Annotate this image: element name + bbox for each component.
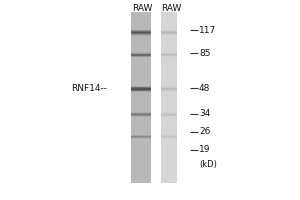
Bar: [161, 86, 178, 87]
Bar: [131, 135, 151, 136]
Bar: [131, 30, 151, 31]
Text: 48: 48: [199, 84, 210, 93]
Bar: [131, 35, 151, 36]
Bar: [161, 54, 178, 55]
Text: 19: 19: [199, 145, 211, 154]
Bar: [161, 135, 178, 136]
Bar: [161, 116, 178, 117]
Bar: [131, 87, 151, 88]
Text: 26: 26: [199, 127, 210, 136]
Bar: [131, 116, 151, 117]
Bar: [131, 55, 151, 56]
Text: RAW: RAW: [161, 4, 182, 13]
Bar: [161, 32, 178, 33]
Bar: [161, 89, 178, 90]
Bar: [161, 91, 178, 92]
Bar: [161, 88, 178, 89]
Bar: [131, 88, 151, 89]
Bar: [161, 87, 178, 88]
Bar: [161, 136, 178, 137]
Bar: [161, 90, 178, 91]
Bar: [131, 89, 151, 90]
Bar: [161, 112, 178, 113]
Bar: [131, 91, 151, 92]
Bar: [131, 54, 151, 55]
Bar: [131, 136, 151, 137]
Text: 85: 85: [199, 49, 211, 58]
Bar: [131, 32, 151, 33]
Bar: [131, 56, 151, 57]
Bar: [161, 55, 178, 56]
Bar: [131, 90, 151, 91]
Bar: [131, 53, 151, 54]
Bar: [161, 114, 178, 115]
Bar: [161, 56, 178, 57]
Bar: [131, 137, 151, 138]
Bar: [131, 33, 151, 34]
Bar: [161, 34, 178, 35]
Bar: [131, 52, 151, 53]
Bar: [161, 138, 178, 139]
Text: RAW: RAW: [132, 4, 153, 13]
Bar: [131, 86, 151, 87]
Bar: [131, 34, 151, 35]
Bar: [161, 12, 178, 183]
Bar: [131, 114, 151, 115]
Bar: [131, 113, 151, 114]
Bar: [131, 115, 151, 116]
Bar: [131, 138, 151, 139]
Text: (kD): (kD): [199, 160, 217, 169]
Bar: [161, 115, 178, 116]
Bar: [131, 12, 151, 183]
Bar: [161, 53, 178, 54]
Bar: [131, 31, 151, 32]
Bar: [161, 113, 178, 114]
Bar: [161, 30, 178, 31]
Text: 117: 117: [199, 26, 216, 35]
Bar: [161, 137, 178, 138]
Text: RNF14--: RNF14--: [71, 84, 107, 93]
Text: 34: 34: [199, 109, 210, 118]
Bar: [161, 33, 178, 34]
Bar: [131, 112, 151, 113]
Bar: [161, 31, 178, 32]
